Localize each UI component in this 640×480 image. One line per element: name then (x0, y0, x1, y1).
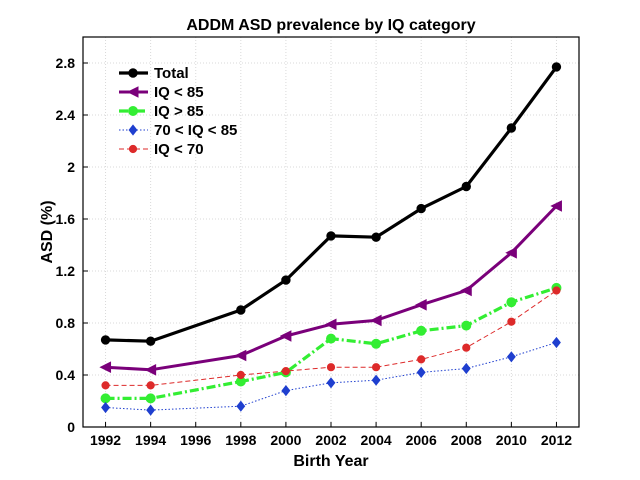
y-tick-label: 0.8 (56, 315, 76, 331)
data-point-70-iq-85 (146, 404, 156, 416)
legend-label-iq-85: IQ < 85 (154, 84, 204, 101)
legend-label-iq-70: IQ < 70 (154, 141, 204, 158)
legend-marker-total (128, 68, 138, 78)
data-point-iq-70 (146, 381, 155, 390)
data-point-total (145, 336, 156, 346)
data-point-iq-85 (99, 361, 112, 374)
legend: Total IQ < 85 IQ > 85 70 < IQ < 85 IQ < 70 (119, 65, 237, 158)
legend-label-total: Total (154, 65, 189, 82)
x-tick-label: 1992 (90, 432, 121, 448)
data-point-total (371, 232, 381, 242)
legend-marker-iq-85 (128, 106, 138, 116)
data-point-iq-85 (460, 284, 472, 297)
data-point-iq-85 (416, 325, 427, 336)
data-point-70-iq-85 (326, 377, 336, 389)
x-tick-label: 2006 (406, 432, 437, 448)
x-tick-label: 2000 (270, 432, 301, 448)
data-point-iq-70 (552, 286, 561, 295)
data-point-total (461, 181, 471, 192)
data-point-iq-85 (506, 297, 517, 308)
data-point-iq-85 (371, 338, 382, 349)
data-point-iq-70 (281, 367, 291, 376)
data-point-total (236, 305, 246, 315)
y-axis-label: ASD (%) (39, 200, 56, 263)
x-tick-label: 2008 (451, 432, 482, 448)
legend-label-70-iq-85: 70 < IQ < 85 (154, 122, 237, 139)
x-tick-label: 2012 (541, 432, 572, 448)
y-tick-label: 0.4 (56, 367, 76, 383)
data-point-70-iq-85 (506, 351, 516, 363)
data-point-total (100, 335, 111, 345)
series-line-iq-85 (105, 204, 558, 372)
x-axis-label: Birth Year (293, 453, 368, 470)
data-point-iq-70 (507, 317, 516, 326)
data-point-total (506, 123, 517, 133)
tick-labels: 1992 1994 1996 1998 2000 2002 2004 2006 2008 2010… (56, 55, 573, 448)
y-tick-label: 2.8 (56, 55, 76, 71)
series-layer (99, 62, 562, 416)
data-point-total (326, 231, 336, 241)
data-point-iq-85 (324, 318, 337, 331)
data-point-iq-85 (145, 393, 156, 404)
x-tick-label: 1994 (135, 432, 166, 448)
data-point-total (551, 62, 562, 72)
y-tick-label: 2 (67, 159, 75, 175)
data-point-iq-70 (101, 381, 110, 390)
x-tick-label: 2002 (315, 432, 346, 448)
data-point-iq-70 (236, 370, 245, 380)
legend-marker-70-iq-85 (128, 124, 138, 136)
legend-marker-iq-70 (128, 144, 138, 154)
legend-label-iq-85: IQ > 85 (154, 103, 204, 120)
data-point-iq-85 (234, 349, 247, 362)
chart-title: ADDM ASD prevalence by IQ category (186, 17, 475, 34)
data-point-total (281, 275, 291, 285)
data-point-iq-85 (461, 320, 472, 331)
data-point-70-iq-85 (371, 374, 381, 386)
data-point-iq-85 (550, 200, 562, 212)
series-line-iq-70 (105, 290, 557, 386)
data-point-iq-85 (326, 333, 336, 344)
data-point-iq-70 (326, 363, 336, 372)
legend-marker-iq-85 (126, 86, 139, 98)
data-point-70-iq-85 (101, 401, 110, 414)
data-point-70-iq-85 (236, 400, 246, 412)
x-tick-label: 1996 (180, 432, 211, 448)
data-point-iq-85 (100, 393, 111, 404)
data-point-70-iq-85 (281, 384, 291, 397)
x-tick-label: 2010 (496, 432, 527, 448)
y-tick-label: 0 (67, 419, 75, 435)
y-tick-label: 1.6 (56, 211, 76, 227)
data-point-iq-85 (144, 363, 157, 376)
data-point-70-iq-85 (552, 336, 561, 349)
x-tick-label: 2004 (361, 432, 392, 448)
data-point-iq-85 (505, 246, 517, 259)
x-tick-label: 1998 (225, 432, 256, 448)
series-line-total (105, 65, 558, 343)
series-line-iq-85 (105, 286, 557, 400)
data-point-iq-70 (462, 343, 471, 352)
data-point-iq-70 (417, 355, 426, 364)
y-tick-label: 2.4 (56, 107, 76, 123)
data-point-iq-85 (415, 298, 427, 311)
data-point-total (416, 203, 426, 214)
data-point-70-iq-85 (461, 362, 471, 375)
data-point-70-iq-85 (416, 366, 426, 379)
data-point-iq-85 (369, 314, 382, 327)
y-tick-label: 1.2 (56, 263, 76, 279)
data-point-iq-85 (279, 330, 292, 342)
data-point-iq-70 (371, 363, 381, 372)
